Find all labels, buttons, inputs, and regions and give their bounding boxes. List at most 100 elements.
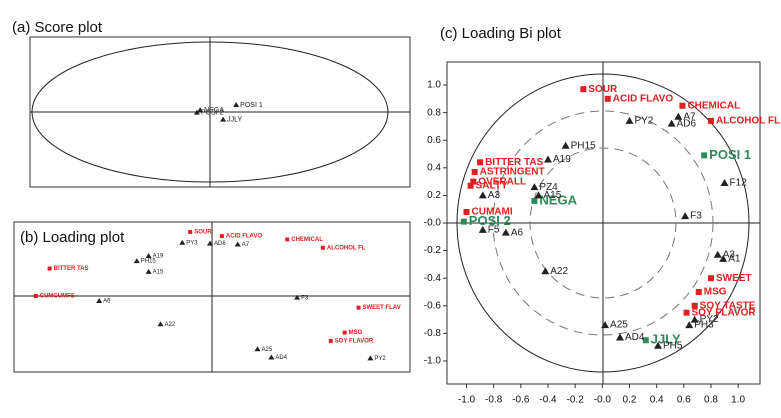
point-label: POSI 2 (201, 109, 224, 116)
point-label: F3 (690, 211, 702, 222)
point-label: SWEET (716, 273, 752, 284)
y-tick-label: -0.8 (424, 328, 442, 339)
point-label: NEGA (539, 192, 577, 207)
inner-circle (492, 110, 714, 336)
point (541, 267, 550, 275)
point-label: JJLY (227, 116, 242, 123)
point (268, 354, 275, 360)
x-tick-label: 0.8 (704, 395, 718, 406)
point (328, 338, 333, 343)
x-tick-label: -1.0 (458, 395, 476, 406)
point (234, 241, 241, 247)
point-label: BITTER TAS (485, 157, 543, 168)
point (690, 315, 699, 323)
point-label: POSI 2 (469, 213, 511, 228)
point (615, 333, 624, 341)
point (685, 321, 694, 329)
y-tick-label: 0.6 (427, 135, 441, 146)
point-label: F5 (488, 225, 500, 236)
point-label: SOUR (588, 84, 618, 95)
point-label: PH15 (141, 259, 157, 265)
point (679, 102, 686, 109)
point-label: CHEMICAL (291, 237, 323, 243)
point (356, 305, 361, 310)
panel-title: (c) Loading Bi plot (440, 25, 562, 42)
point (691, 302, 698, 309)
point-label: CUMAMI (472, 207, 513, 218)
point (534, 191, 543, 199)
point (33, 294, 38, 299)
point (642, 337, 649, 344)
point-label: F12 (730, 178, 748, 189)
point (720, 178, 729, 186)
point (294, 294, 301, 300)
point-label: A15 (543, 190, 561, 201)
point (145, 268, 152, 274)
point (220, 116, 227, 122)
point (695, 288, 702, 295)
y-tick-label: -0.6 (424, 300, 442, 311)
point-label: A22 (165, 322, 176, 328)
point-label: A22 (550, 266, 568, 277)
point-label: AD6 (214, 241, 226, 247)
point-label: ACID FLAVO (226, 234, 263, 240)
point (463, 208, 470, 215)
x-tick-label: -0.4 (539, 395, 557, 406)
point (467, 182, 474, 189)
point (701, 152, 708, 159)
point (601, 321, 610, 329)
point-label: A15 (153, 269, 164, 275)
point (478, 191, 487, 199)
point (320, 245, 325, 250)
point (674, 112, 683, 120)
x-tick-label: 0.4 (650, 395, 664, 406)
point-label: A19 (153, 254, 164, 260)
point-label: A6 (103, 299, 111, 305)
point (625, 116, 634, 124)
point (145, 253, 152, 259)
point-label: SOY FLAVOR (692, 307, 757, 318)
y-tick-label: 0.2 (427, 190, 441, 201)
point-label: PH15 (571, 140, 596, 151)
point (179, 239, 186, 245)
point (478, 225, 487, 233)
y-tick-label: -1.0 (424, 356, 442, 367)
y-tick-label: -0.4 (424, 273, 442, 284)
point (531, 197, 538, 204)
point-label: ACID FLAVO (613, 93, 674, 104)
y-tick-label: 1.0 (427, 80, 441, 91)
point-label: A19 (553, 154, 571, 165)
point-label: POSI 1 (709, 147, 751, 162)
point (667, 119, 676, 127)
point (683, 309, 690, 316)
x-tick-label: -0.8 (485, 395, 503, 406)
y-tick-label: -0.0 (424, 218, 442, 229)
point-label: A3 (488, 190, 501, 201)
point (707, 117, 714, 124)
x-tick-label: 0.2 (623, 395, 637, 406)
point (254, 346, 261, 352)
point-label: A1 (728, 254, 741, 265)
point-label: A7 (242, 242, 250, 248)
point (501, 228, 510, 236)
point-label: SWEET FLAV (363, 305, 401, 311)
point (47, 266, 52, 271)
point-label: BITTER TAS (54, 266, 89, 272)
point-label: POSI 1 (240, 102, 263, 109)
point-label: CUMCUMFS (40, 294, 75, 300)
y-tick-label: 0.4 (427, 162, 441, 173)
point (580, 86, 587, 93)
point (219, 234, 224, 239)
point-label: SOY FLAVOR (335, 338, 374, 344)
point (561, 141, 570, 149)
point (197, 107, 204, 113)
point (193, 109, 200, 115)
point (470, 178, 477, 185)
point (713, 250, 722, 258)
point (707, 275, 714, 282)
inner-circle (529, 147, 677, 299)
point-label: MSG (349, 330, 363, 336)
point (543, 155, 552, 163)
point-label: A25 (262, 347, 273, 353)
point (681, 212, 690, 220)
